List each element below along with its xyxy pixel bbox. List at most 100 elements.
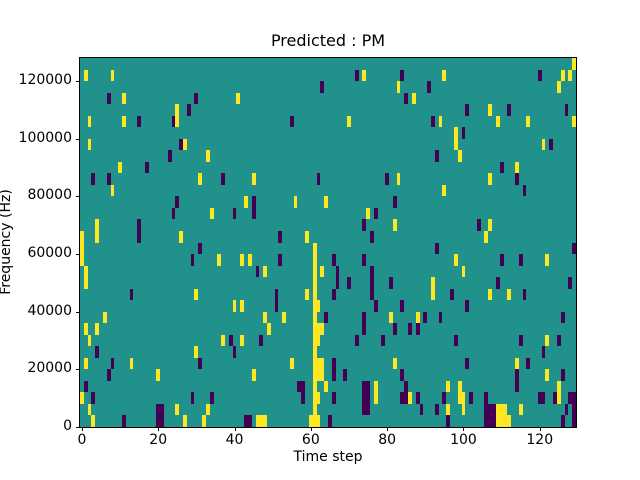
heatmap-cell xyxy=(217,254,222,266)
heatmap-cell xyxy=(545,334,550,347)
heatmap-cell xyxy=(366,207,370,220)
x-axis-ticks: 0 20 40 60 80 100 120 xyxy=(77,427,576,457)
heatmap-cell xyxy=(457,380,462,393)
heatmap-cell xyxy=(415,392,420,404)
heatmap-cell xyxy=(419,403,424,416)
heatmap-cell xyxy=(240,334,245,347)
heatmap-cell xyxy=(202,415,206,427)
heatmap-cell xyxy=(396,173,401,185)
heatmap-cell xyxy=(465,357,470,370)
heatmap-cell xyxy=(369,288,374,301)
heatmap-cell xyxy=(221,173,225,185)
heatmap-cell xyxy=(175,196,180,208)
heatmap-cell xyxy=(312,254,317,266)
heatmap-cell xyxy=(312,415,317,427)
heatmap-cell xyxy=(492,415,496,427)
heatmap-cell xyxy=(408,392,412,404)
y-tick-label: 20000 xyxy=(27,360,72,377)
heatmap-cell xyxy=(312,311,317,324)
heatmap-cell xyxy=(175,104,180,116)
heatmap-cell xyxy=(514,380,519,393)
heatmap-cell xyxy=(198,173,203,185)
heatmap-cell xyxy=(263,265,267,278)
heatmap-cell xyxy=(209,207,214,220)
heatmap-cell xyxy=(118,161,122,174)
x-tick-mark xyxy=(81,427,83,431)
heatmap-cell xyxy=(400,69,405,82)
heatmap-cell xyxy=(526,357,531,370)
heatmap-cell xyxy=(572,115,576,128)
heatmap-cell xyxy=(251,369,256,381)
heatmap-cell xyxy=(495,277,500,289)
heatmap-cell xyxy=(362,323,367,335)
heatmap-cell xyxy=(312,323,317,335)
heatmap-cell xyxy=(160,403,164,416)
heatmap-cell xyxy=(469,392,473,404)
y-tick-label: 120000 xyxy=(18,72,72,89)
heatmap-cell xyxy=(373,207,378,220)
heatmap-cell xyxy=(518,334,523,347)
heatmap-cell xyxy=(110,69,115,82)
heatmap-cell xyxy=(408,323,412,335)
x-tick-label: 100 xyxy=(450,432,477,448)
heatmap-cell xyxy=(400,369,405,381)
heatmap-cell xyxy=(568,69,573,82)
heatmap-cell xyxy=(83,265,88,278)
heatmap-cell xyxy=(484,392,489,404)
y-tick-mark xyxy=(76,138,80,140)
x-tick-mark xyxy=(158,427,160,431)
heatmap-cell xyxy=(507,415,512,427)
heatmap-cell xyxy=(545,369,550,381)
heatmap-cell xyxy=(320,323,325,335)
heatmap-cell xyxy=(312,265,317,278)
heatmap-cell xyxy=(381,334,386,347)
heatmap-cell xyxy=(362,403,367,416)
heatmap-cell xyxy=(297,380,302,393)
heatmap-cell xyxy=(251,207,256,220)
heatmap-cell xyxy=(190,254,195,266)
heatmap-cell xyxy=(434,150,439,162)
y-tick-mark xyxy=(76,81,80,83)
heatmap-cell xyxy=(83,277,88,289)
x-tick-mark xyxy=(234,427,236,431)
heatmap-cell xyxy=(83,357,88,370)
heatmap-cell xyxy=(369,277,374,289)
heatmap-cell xyxy=(156,369,161,381)
heatmap-cell xyxy=(522,184,527,197)
heatmap-cell xyxy=(446,415,451,427)
heatmap-cell xyxy=(499,403,504,416)
heatmap-cell xyxy=(167,150,172,162)
heatmap-cell xyxy=(91,392,96,404)
heatmap-cell xyxy=(263,415,267,427)
heatmap-cell xyxy=(95,323,100,335)
heatmap-cell xyxy=(240,254,245,266)
heatmap-cell xyxy=(121,415,126,427)
heatmap-cell xyxy=(251,196,256,208)
heatmap-cell xyxy=(549,138,554,151)
heatmap-cell xyxy=(335,277,340,289)
heatmap-cell xyxy=(495,415,500,427)
heatmap-cell xyxy=(308,415,313,427)
heatmap-cell xyxy=(331,357,336,370)
heatmap-cell xyxy=(331,369,336,381)
heatmap-cell xyxy=(95,219,100,231)
heatmap-cell xyxy=(160,415,164,427)
heatmap-cell xyxy=(431,288,435,301)
heatmap-cell xyxy=(274,288,279,301)
heatmap-cell xyxy=(369,230,374,243)
heatmap-cell xyxy=(362,380,367,393)
heatmap-cell xyxy=(427,81,431,93)
heatmap-cell xyxy=(186,104,191,116)
heatmap-cell xyxy=(431,115,435,128)
heatmap-cell xyxy=(312,392,317,404)
y-axis-ticks: 0 20000 40000 60000 80000 100000 120000 xyxy=(19,58,84,434)
heatmap-cell xyxy=(83,323,88,335)
heatmap-cell xyxy=(514,357,519,370)
heatmap-cell xyxy=(106,369,111,381)
heatmap-cell xyxy=(366,380,370,393)
heatmap-cell xyxy=(312,288,317,301)
heatmap-cell xyxy=(87,138,92,151)
heatmap-cell xyxy=(484,403,489,416)
heatmap-cell xyxy=(411,92,416,105)
heatmap-cell xyxy=(316,357,321,370)
